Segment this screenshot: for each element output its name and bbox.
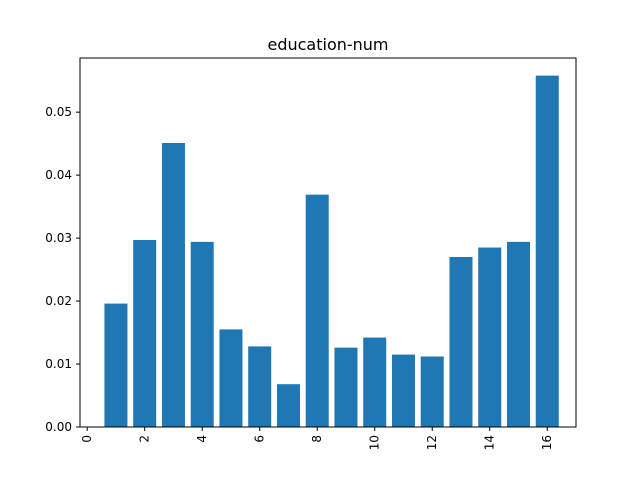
bar-7 <box>276 384 300 427</box>
x-tick-label: 12 <box>425 435 439 450</box>
x-tick-label: 0 <box>80 435 94 443</box>
x-tick-label: 2 <box>138 435 152 443</box>
bars-group <box>104 75 559 427</box>
bar-4 <box>190 241 214 427</box>
bar-8 <box>305 194 329 427</box>
bar-12 <box>420 356 444 427</box>
bar-14 <box>478 247 502 427</box>
x-tick-label: 16 <box>540 435 554 450</box>
bar-15 <box>506 241 530 427</box>
y-tick-label: 0.03 <box>45 231 72 245</box>
bar-11 <box>391 354 415 427</box>
bar-9 <box>334 347 358 427</box>
bar-6 <box>248 346 272 427</box>
y-axis: 0.00 0.01 0.02 0.03 0.04 0.05 <box>45 105 80 434</box>
x-tick-label: 6 <box>253 435 267 443</box>
x-tick-label: 8 <box>310 435 324 443</box>
bar-10 <box>363 337 387 427</box>
bar-16 <box>535 75 559 427</box>
y-tick-label: 0.01 <box>45 357 72 371</box>
x-axis: 0 2 4 6 8 10 12 14 16 <box>80 427 554 450</box>
y-tick-label: 0.05 <box>45 105 72 119</box>
bar-2 <box>133 239 157 427</box>
x-tick-label: 4 <box>195 435 209 443</box>
bar-1 <box>104 303 128 427</box>
chart-title: education-num <box>267 35 388 54</box>
y-tick-label: 0.02 <box>45 294 72 308</box>
x-tick-label: 10 <box>368 435 382 450</box>
y-tick-label: 0.00 <box>45 420 72 434</box>
bar-5 <box>219 329 243 427</box>
bar-3 <box>161 143 185 427</box>
bar-13 <box>449 256 473 427</box>
y-tick-label: 0.04 <box>45 168 72 182</box>
x-tick-label: 14 <box>483 435 497 450</box>
plot-frame <box>79 57 577 428</box>
